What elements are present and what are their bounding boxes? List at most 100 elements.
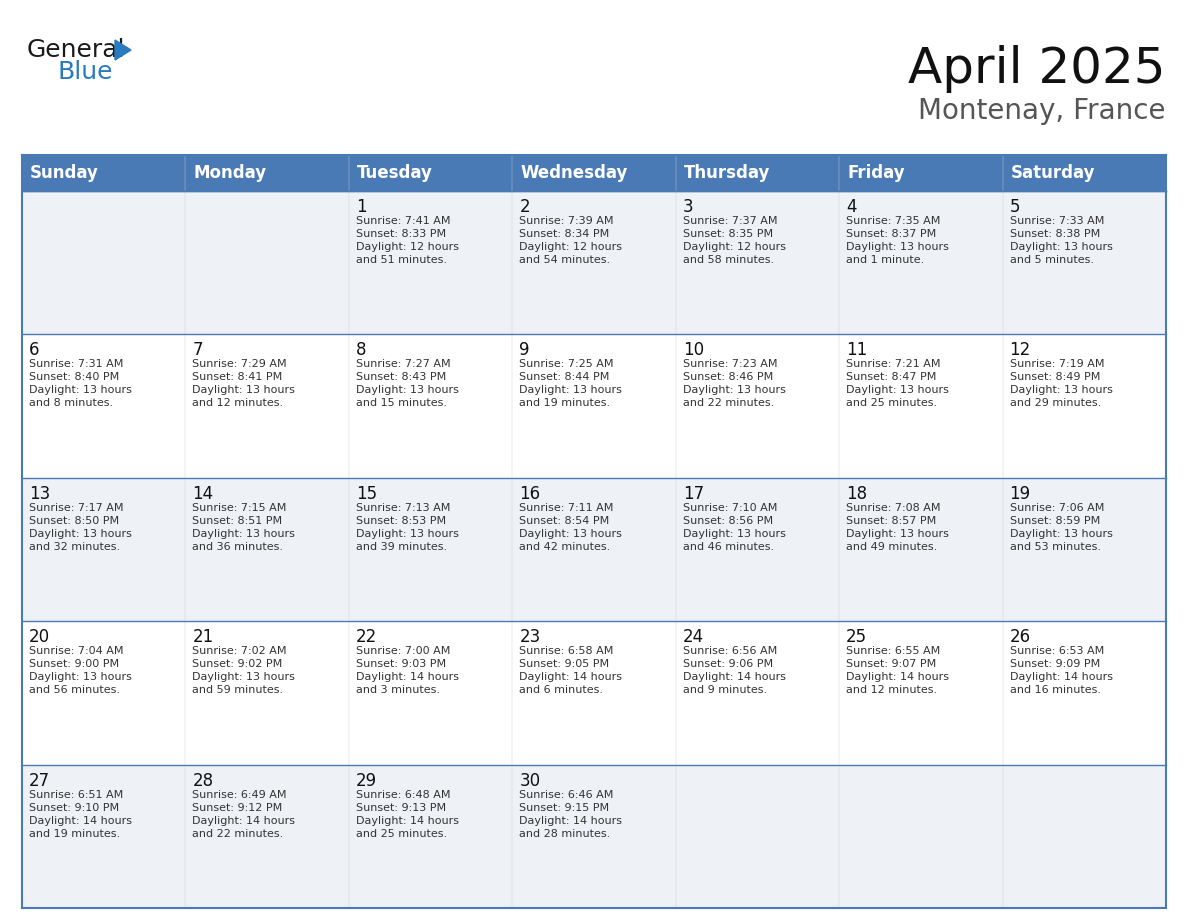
Bar [676, 155, 839, 191]
Text: Sunrise: 7:39 AM: Sunrise: 7:39 AM [519, 216, 614, 226]
Text: and 19 minutes.: and 19 minutes. [519, 398, 611, 409]
Text: Sunset: 9:09 PM: Sunset: 9:09 PM [1010, 659, 1100, 669]
Text: Sunrise: 7:19 AM: Sunrise: 7:19 AM [1010, 360, 1104, 369]
Text: Daylight: 14 hours: Daylight: 14 hours [519, 815, 623, 825]
Text: and 56 minutes.: and 56 minutes. [29, 685, 120, 695]
Text: and 49 minutes.: and 49 minutes. [846, 542, 937, 552]
Text: Sunset: 9:12 PM: Sunset: 9:12 PM [192, 802, 283, 812]
Text: 13: 13 [29, 485, 50, 503]
Text: Daylight: 14 hours: Daylight: 14 hours [356, 815, 459, 825]
Text: Daylight: 13 hours: Daylight: 13 hours [683, 529, 785, 539]
Text: Tuesday: Tuesday [356, 164, 432, 182]
Text: Sunrise: 7:27 AM: Sunrise: 7:27 AM [356, 360, 450, 369]
Text: 19: 19 [1010, 485, 1031, 503]
Text: Friday: Friday [847, 164, 905, 182]
Text: and 12 minutes.: and 12 minutes. [192, 398, 284, 409]
Text: Daylight: 13 hours: Daylight: 13 hours [1010, 529, 1112, 539]
Text: Sunset: 8:43 PM: Sunset: 8:43 PM [356, 373, 447, 383]
Text: 12: 12 [1010, 341, 1031, 360]
Text: Daylight: 13 hours: Daylight: 13 hours [519, 386, 623, 396]
Text: Daylight: 13 hours: Daylight: 13 hours [1010, 242, 1112, 252]
Text: and 53 minutes.: and 53 minutes. [1010, 542, 1100, 552]
Text: and 28 minutes.: and 28 minutes. [519, 829, 611, 839]
Text: 21: 21 [192, 628, 214, 646]
Bar [1003, 155, 1165, 191]
Text: Blue: Blue [57, 60, 113, 84]
Text: Sunset: 8:47 PM: Sunset: 8:47 PM [846, 373, 936, 383]
Text: 3: 3 [683, 198, 694, 216]
Text: Daylight: 13 hours: Daylight: 13 hours [846, 529, 949, 539]
Text: Sunset: 8:34 PM: Sunset: 8:34 PM [519, 229, 609, 239]
Text: Sunrise: 7:04 AM: Sunrise: 7:04 AM [29, 646, 124, 656]
Text: Daylight: 14 hours: Daylight: 14 hours [683, 672, 785, 682]
Text: Sunset: 8:49 PM: Sunset: 8:49 PM [1010, 373, 1100, 383]
Text: Daylight: 13 hours: Daylight: 13 hours [192, 672, 296, 682]
Text: and 12 minutes.: and 12 minutes. [846, 685, 937, 695]
Text: 10: 10 [683, 341, 703, 360]
Text: and 51 minutes.: and 51 minutes. [356, 255, 447, 265]
Text: Sunset: 8:46 PM: Sunset: 8:46 PM [683, 373, 773, 383]
Text: Daylight: 13 hours: Daylight: 13 hours [356, 529, 459, 539]
Text: 6: 6 [29, 341, 39, 360]
Text: and 8 minutes.: and 8 minutes. [29, 398, 113, 409]
Text: Sunrise: 7:11 AM: Sunrise: 7:11 AM [519, 503, 614, 513]
Text: Thursday: Thursday [684, 164, 770, 182]
Text: and 6 minutes.: and 6 minutes. [519, 685, 604, 695]
Text: 4: 4 [846, 198, 857, 216]
Bar [349, 155, 512, 191]
Text: and 54 minutes.: and 54 minutes. [519, 255, 611, 265]
Text: Sunset: 9:13 PM: Sunset: 9:13 PM [356, 802, 446, 812]
Text: Saturday: Saturday [1011, 164, 1095, 182]
Text: and 22 minutes.: and 22 minutes. [192, 829, 284, 839]
Polygon shape [115, 40, 131, 60]
Text: Sunday: Sunday [30, 164, 99, 182]
Text: Sunset: 8:44 PM: Sunset: 8:44 PM [519, 373, 609, 383]
Text: Daylight: 14 hours: Daylight: 14 hours [519, 672, 623, 682]
Text: 22: 22 [356, 628, 377, 646]
Text: and 25 minutes.: and 25 minutes. [846, 398, 937, 409]
Text: Sunset: 9:03 PM: Sunset: 9:03 PM [356, 659, 446, 669]
Text: Sunset: 8:56 PM: Sunset: 8:56 PM [683, 516, 773, 526]
Text: 26: 26 [1010, 628, 1031, 646]
Text: 27: 27 [29, 772, 50, 789]
Bar [23, 191, 1165, 334]
Text: Sunset: 8:33 PM: Sunset: 8:33 PM [356, 229, 446, 239]
Text: and 58 minutes.: and 58 minutes. [683, 255, 773, 265]
Text: Daylight: 14 hours: Daylight: 14 hours [356, 672, 459, 682]
Text: Daylight: 14 hours: Daylight: 14 hours [192, 815, 296, 825]
Text: 1: 1 [356, 198, 366, 216]
Text: Daylight: 12 hours: Daylight: 12 hours [519, 242, 623, 252]
Text: Sunset: 9:10 PM: Sunset: 9:10 PM [29, 802, 119, 812]
Text: Sunset: 8:54 PM: Sunset: 8:54 PM [519, 516, 609, 526]
Text: and 32 minutes.: and 32 minutes. [29, 542, 120, 552]
Text: Daylight: 12 hours: Daylight: 12 hours [683, 242, 785, 252]
Text: Sunset: 8:35 PM: Sunset: 8:35 PM [683, 229, 773, 239]
Text: 25: 25 [846, 628, 867, 646]
Text: and 9 minutes.: and 9 minutes. [683, 685, 766, 695]
Text: Sunrise: 7:21 AM: Sunrise: 7:21 AM [846, 360, 941, 369]
Text: Sunset: 8:59 PM: Sunset: 8:59 PM [1010, 516, 1100, 526]
Text: Sunset: 9:00 PM: Sunset: 9:00 PM [29, 659, 119, 669]
Bar [23, 334, 1165, 477]
Text: Sunrise: 7:37 AM: Sunrise: 7:37 AM [683, 216, 777, 226]
Text: and 42 minutes.: and 42 minutes. [519, 542, 611, 552]
Text: and 46 minutes.: and 46 minutes. [683, 542, 773, 552]
Text: Sunset: 9:07 PM: Sunset: 9:07 PM [846, 659, 936, 669]
Text: Sunrise: 7:00 AM: Sunrise: 7:00 AM [356, 646, 450, 656]
Text: and 16 minutes.: and 16 minutes. [1010, 685, 1100, 695]
Text: Sunrise: 6:48 AM: Sunrise: 6:48 AM [356, 789, 450, 800]
Text: Sunrise: 6:51 AM: Sunrise: 6:51 AM [29, 789, 124, 800]
Text: Sunrise: 6:56 AM: Sunrise: 6:56 AM [683, 646, 777, 656]
Text: Daylight: 14 hours: Daylight: 14 hours [29, 815, 132, 825]
Bar [23, 477, 1165, 621]
Text: Sunset: 9:06 PM: Sunset: 9:06 PM [683, 659, 773, 669]
Text: 18: 18 [846, 485, 867, 503]
Text: Daylight: 14 hours: Daylight: 14 hours [846, 672, 949, 682]
Text: and 22 minutes.: and 22 minutes. [683, 398, 773, 409]
Text: and 5 minutes.: and 5 minutes. [1010, 255, 1094, 265]
Text: and 1 minute.: and 1 minute. [846, 255, 924, 265]
Text: Daylight: 13 hours: Daylight: 13 hours [29, 386, 132, 396]
Text: Sunrise: 7:06 AM: Sunrise: 7:06 AM [1010, 503, 1104, 513]
Text: 11: 11 [846, 341, 867, 360]
Text: and 3 minutes.: and 3 minutes. [356, 685, 440, 695]
